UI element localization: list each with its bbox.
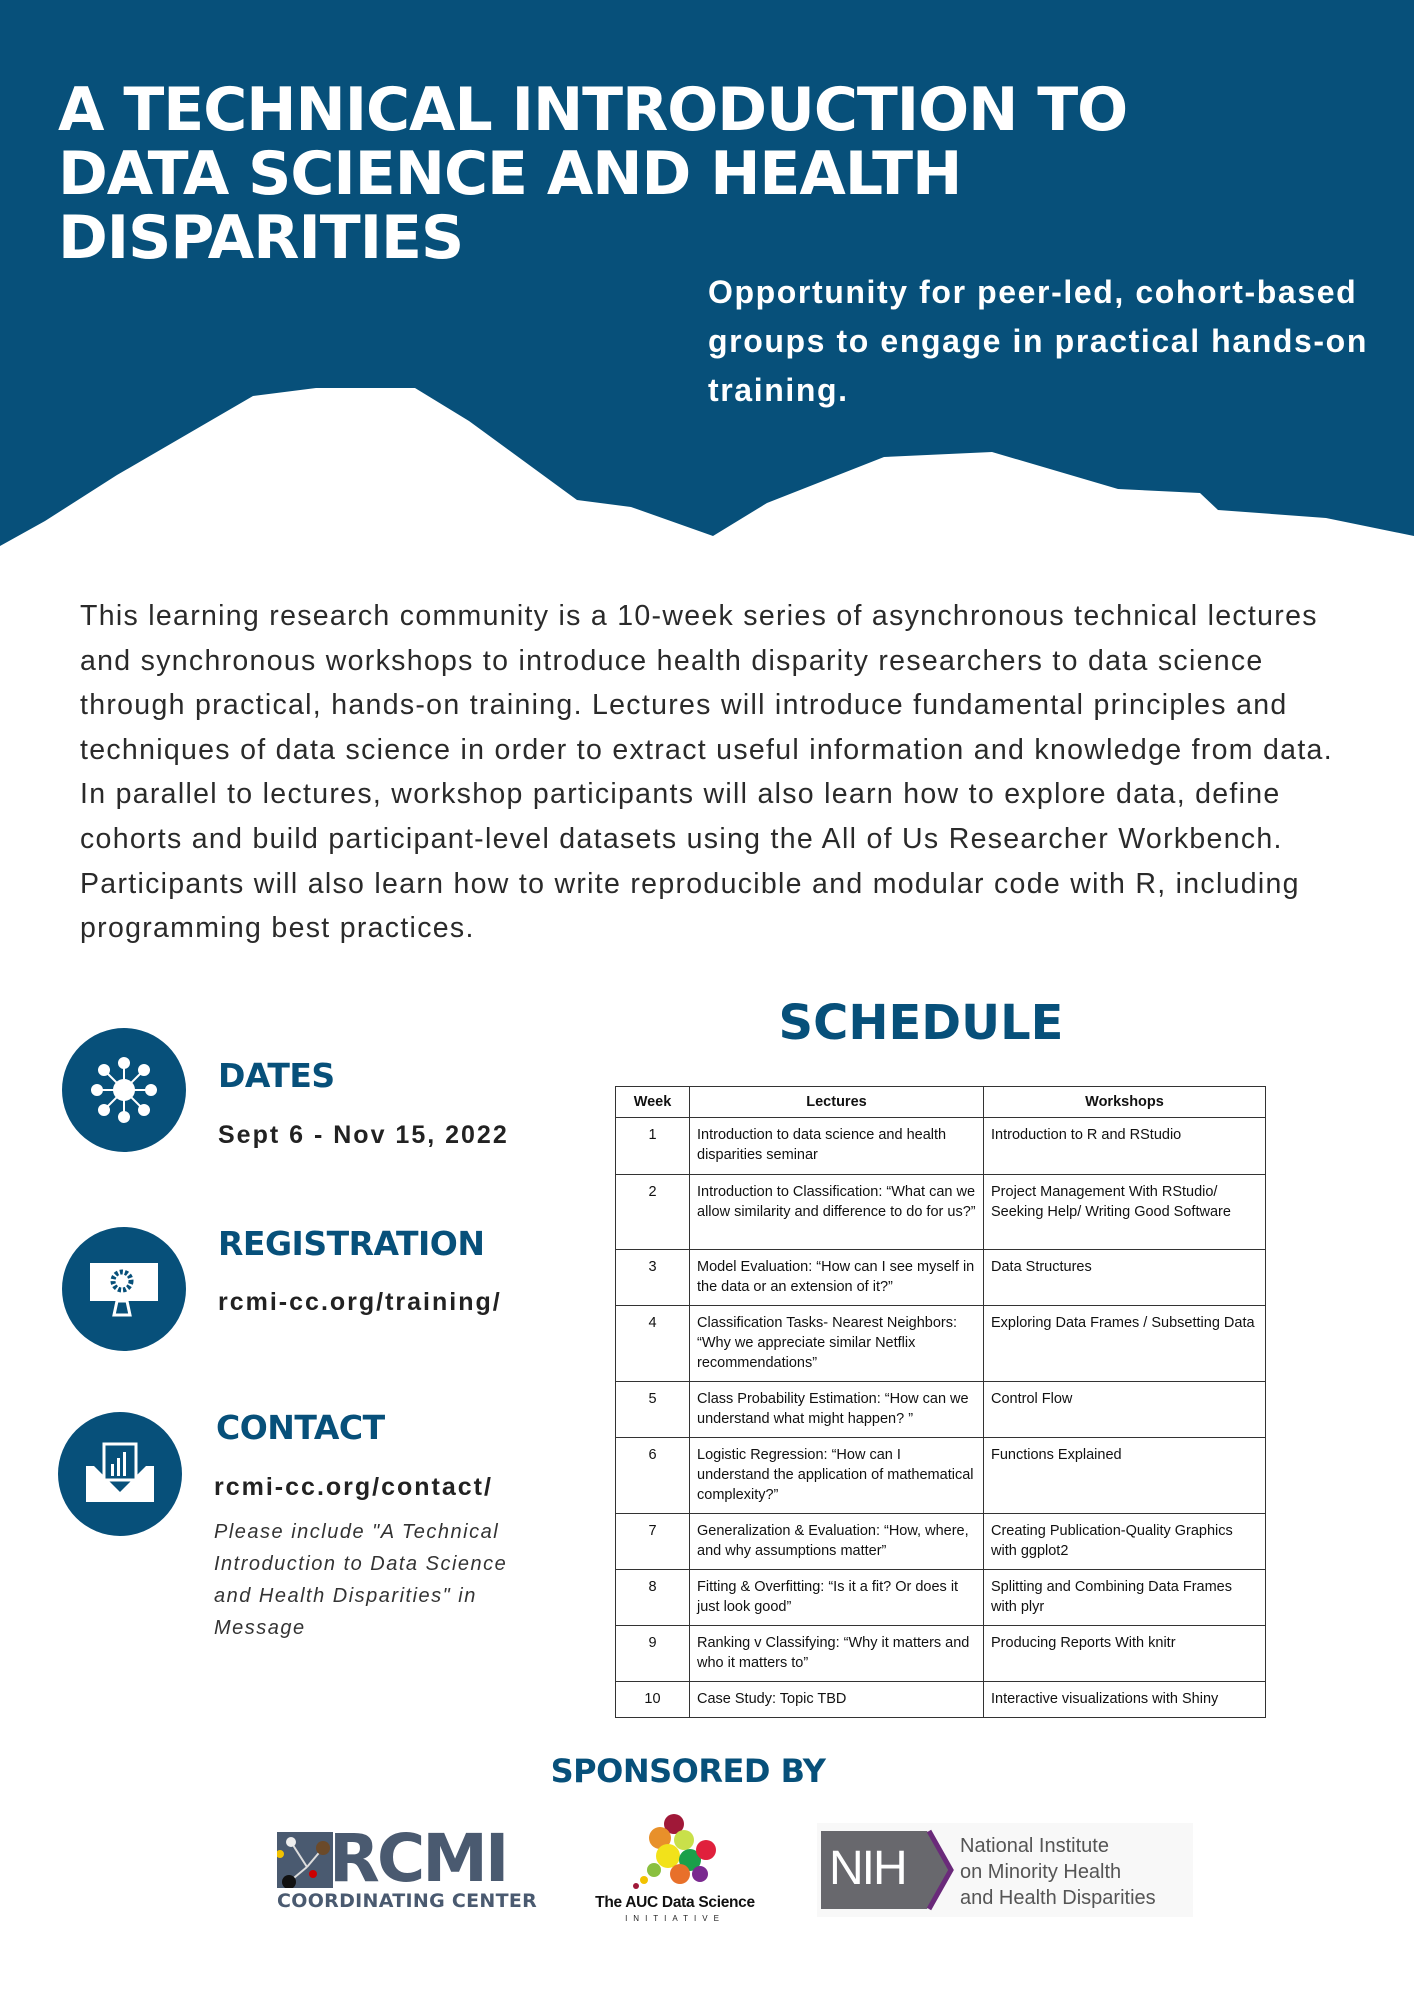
dates-heading: DATES bbox=[218, 1056, 335, 1095]
page-subtitle: Opportunity for peer-led, cohort-based g… bbox=[708, 274, 1368, 408]
workshop-cell: Exploring Data Frames / Subsetting Data bbox=[983, 1305, 1266, 1382]
nih-mark-text: NIH bbox=[829, 1842, 908, 1895]
rcmi-logo-text: RCMI bbox=[329, 1820, 509, 1897]
registration-heading: REGISTRATION bbox=[218, 1224, 485, 1263]
header-banner bbox=[0, 0, 1414, 560]
sponsored-by-heading: SPONSORED BY bbox=[550, 1752, 826, 1790]
schedule-row: 7 Generalization & Evaluation: “How, wher… bbox=[615, 1513, 1266, 1570]
workshop-cell: Introduction to R and RStudio bbox=[983, 1117, 1266, 1175]
week-cell: 6 bbox=[615, 1437, 690, 1514]
col-week: Week bbox=[615, 1086, 690, 1118]
monitor-gear-icon bbox=[62, 1227, 186, 1351]
workshop-cell: Creating Publication-Quality Graphics wi… bbox=[983, 1513, 1266, 1570]
contact-heading: CONTACT bbox=[216, 1408, 385, 1447]
schedule-row: 4 Classification Tasks- Nearest Neighbors… bbox=[615, 1305, 1266, 1382]
lecture-cell: Case Study: Topic TBD bbox=[689, 1681, 984, 1718]
week-cell: 3 bbox=[615, 1249, 690, 1306]
nih-nimhd-logo: NIH National Institute on Minority Healt… bbox=[817, 1823, 1193, 1917]
dates-value: Sept 6 - Nov 15, 2022 bbox=[218, 1121, 509, 1149]
schedule-row: 2 Introduction to Classification: “What c… bbox=[615, 1174, 1266, 1250]
lecture-cell: Model Evaluation: “How can I see myself … bbox=[689, 1249, 984, 1306]
schedule-row: 10 Case Study: Topic TBD Interactive visua… bbox=[615, 1681, 1266, 1718]
week-cell: 7 bbox=[615, 1513, 690, 1570]
rcmi-logo-subtext: COORDINATING CENTER bbox=[277, 1890, 538, 1912]
lecture-cell: Logistic Regression: “How can I understa… bbox=[689, 1437, 984, 1514]
rcmi-logo: RCMI COORDINATING CENTER bbox=[277, 1820, 538, 1914]
nih-line-1: National Institute bbox=[960, 1835, 1109, 1857]
week-cell: 1 bbox=[615, 1117, 690, 1175]
week-cell: 8 bbox=[615, 1569, 690, 1626]
nih-line-3: and Health Disparities bbox=[960, 1887, 1156, 1909]
workshop-cell: Producing Reports With knitr bbox=[983, 1625, 1266, 1682]
schedule-row: 6 Logistic Regression: “How can I underst… bbox=[615, 1437, 1266, 1514]
schedule-row: 3 Model Evaluation: “How can I see myself… bbox=[615, 1249, 1266, 1306]
mountain-silhouette bbox=[0, 388, 1414, 560]
page-title: A TECHNICAL INTRODUCTION TO DATA SCIENCE… bbox=[58, 75, 1128, 273]
schedule-row: 8 Fitting & Overfitting: “Is it a fit? Or… bbox=[615, 1569, 1266, 1626]
registration-link[interactable]: rcmi-cc.org/training/ bbox=[218, 1288, 502, 1316]
lecture-cell: Introduction to data science and health … bbox=[689, 1117, 984, 1175]
auc-logo-subtext: INITIATIVE bbox=[625, 1914, 725, 1923]
schedule-table: Week Lectures Workshops 1 Introduction to… bbox=[615, 1086, 1266, 1718]
week-cell: 4 bbox=[615, 1305, 690, 1382]
nih-line-2: on Minority Health bbox=[960, 1861, 1122, 1883]
workshop-cell: Control Flow bbox=[983, 1381, 1266, 1438]
week-cell: 2 bbox=[615, 1174, 690, 1250]
schedule-heading: SCHEDULE bbox=[778, 995, 1064, 1051]
week-cell: 10 bbox=[615, 1681, 690, 1718]
contact-link[interactable]: rcmi-cc.org/contact/ bbox=[214, 1473, 493, 1501]
workshop-cell: Data Structures bbox=[983, 1249, 1266, 1306]
week-cell: 9 bbox=[615, 1625, 690, 1682]
lecture-cell: Generalization & Evaluation: “How, where… bbox=[689, 1513, 984, 1570]
schedule-row: 9 Ranking v Classifying: “Why it matters … bbox=[615, 1625, 1266, 1682]
lecture-cell: Class Probability Estimation: “How can w… bbox=[689, 1381, 984, 1438]
col-lectures: Lectures bbox=[689, 1086, 984, 1118]
network-icon bbox=[62, 1028, 186, 1152]
workshop-cell: Project Management With RStudio/ Seeking… bbox=[983, 1174, 1266, 1250]
contact-note: Please include "A Technical Introduction… bbox=[214, 1521, 508, 1639]
workshop-cell: Functions Explained bbox=[983, 1437, 1266, 1514]
week-cell: 5 bbox=[615, 1381, 690, 1438]
auc-data-science-logo: The AUC Data Science INITIATIVE bbox=[584, 1810, 766, 1928]
col-workshops: Workshops bbox=[983, 1086, 1266, 1118]
intro-paragraph: This learning research community is a 10… bbox=[80, 600, 1333, 945]
schedule-row: 1 Introduction to data science and health… bbox=[615, 1117, 1266, 1175]
auc-logo-text: The AUC Data Science bbox=[595, 1894, 755, 1911]
lecture-cell: Classification Tasks- Nearest Neighbors:… bbox=[689, 1305, 984, 1382]
workshop-cell: Interactive visualizations with Shiny bbox=[983, 1681, 1266, 1718]
workshop-cell: Splitting and Combining Data Frames with… bbox=[983, 1569, 1266, 1626]
lecture-cell: Fitting & Overfitting: “Is it a fit? Or … bbox=[689, 1569, 984, 1626]
schedule-row: 5 Class Probability Estimation: “How can … bbox=[615, 1381, 1266, 1438]
envelope-chart-icon bbox=[58, 1412, 182, 1536]
lecture-cell: Introduction to Classification: “What ca… bbox=[689, 1174, 984, 1250]
lecture-cell: Ranking v Classifying: “Why it matters a… bbox=[689, 1625, 984, 1682]
